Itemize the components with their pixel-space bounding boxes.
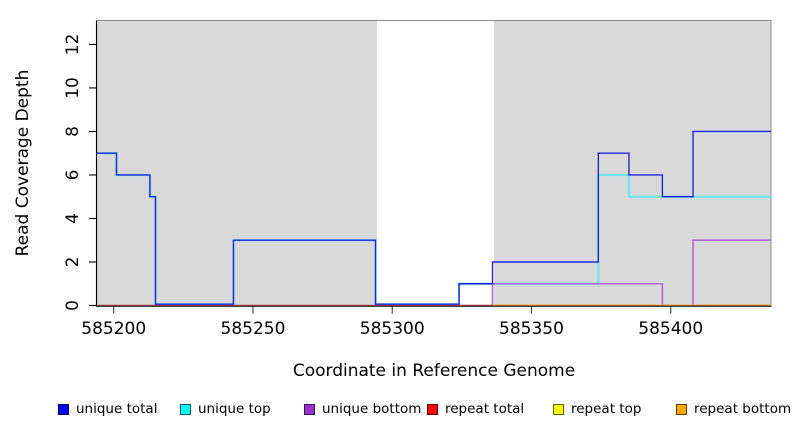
- legend-item-repeat-bottom: repeat bottom: [676, 401, 791, 417]
- y-tick-label: 8: [63, 126, 83, 137]
- shaded-region: [493, 20, 771, 306]
- y-tick-label: 4: [63, 213, 83, 224]
- legend-item-unique-top: unique top: [180, 401, 271, 417]
- x-tick-label: 585300: [360, 319, 425, 339]
- y-tick-label: 10: [63, 77, 83, 99]
- legend-swatch-repeat-top: [553, 403, 564, 415]
- legend-label: repeat bottom: [694, 401, 792, 417]
- y-tick-label: 0: [63, 300, 83, 311]
- legend-swatch-unique-top: [180, 403, 191, 415]
- x-axis-label: Coordinate in Reference Genome: [292, 361, 576, 381]
- x-tick-label: 585200: [81, 319, 146, 339]
- y-tick-label: 2: [63, 257, 83, 268]
- y-tick-label: 6: [63, 170, 83, 181]
- legend-item-repeat-top: repeat top: [553, 401, 641, 417]
- legend-item-unique-total: unique total: [58, 401, 157, 417]
- legend-swatch-unique-total: [58, 403, 69, 415]
- legend-item-repeat-total: repeat total: [427, 401, 524, 417]
- legend-swatch-unique-bottom: [304, 403, 315, 415]
- legend-label: repeat top: [571, 401, 642, 417]
- legend-label: unique total: [76, 401, 158, 417]
- x-tick-label: 585350: [499, 319, 564, 339]
- series-line-unique-bottom: [97, 239, 771, 307]
- series-line-unique-total: [97, 130, 771, 305]
- x-tick-label: 585400: [638, 319, 703, 339]
- y-axis-label: Read Coverage Depth: [13, 69, 33, 257]
- axis-lines: [95, 20, 772, 307]
- shaded-region: [97, 20, 377, 306]
- x-tick-label: 585250: [221, 319, 286, 339]
- plot-frame: [97, 20, 772, 306]
- legend-swatch-repeat-bottom: [676, 403, 687, 415]
- legend-label: unique bottom: [322, 401, 422, 417]
- legend-label: repeat total: [445, 401, 525, 417]
- y-tick-label: 12: [63, 34, 83, 56]
- legend-item-unique-bottom: unique bottom: [304, 401, 421, 417]
- legend-swatch-repeat-total: [427, 403, 438, 415]
- legend-label: unique top: [198, 401, 271, 417]
